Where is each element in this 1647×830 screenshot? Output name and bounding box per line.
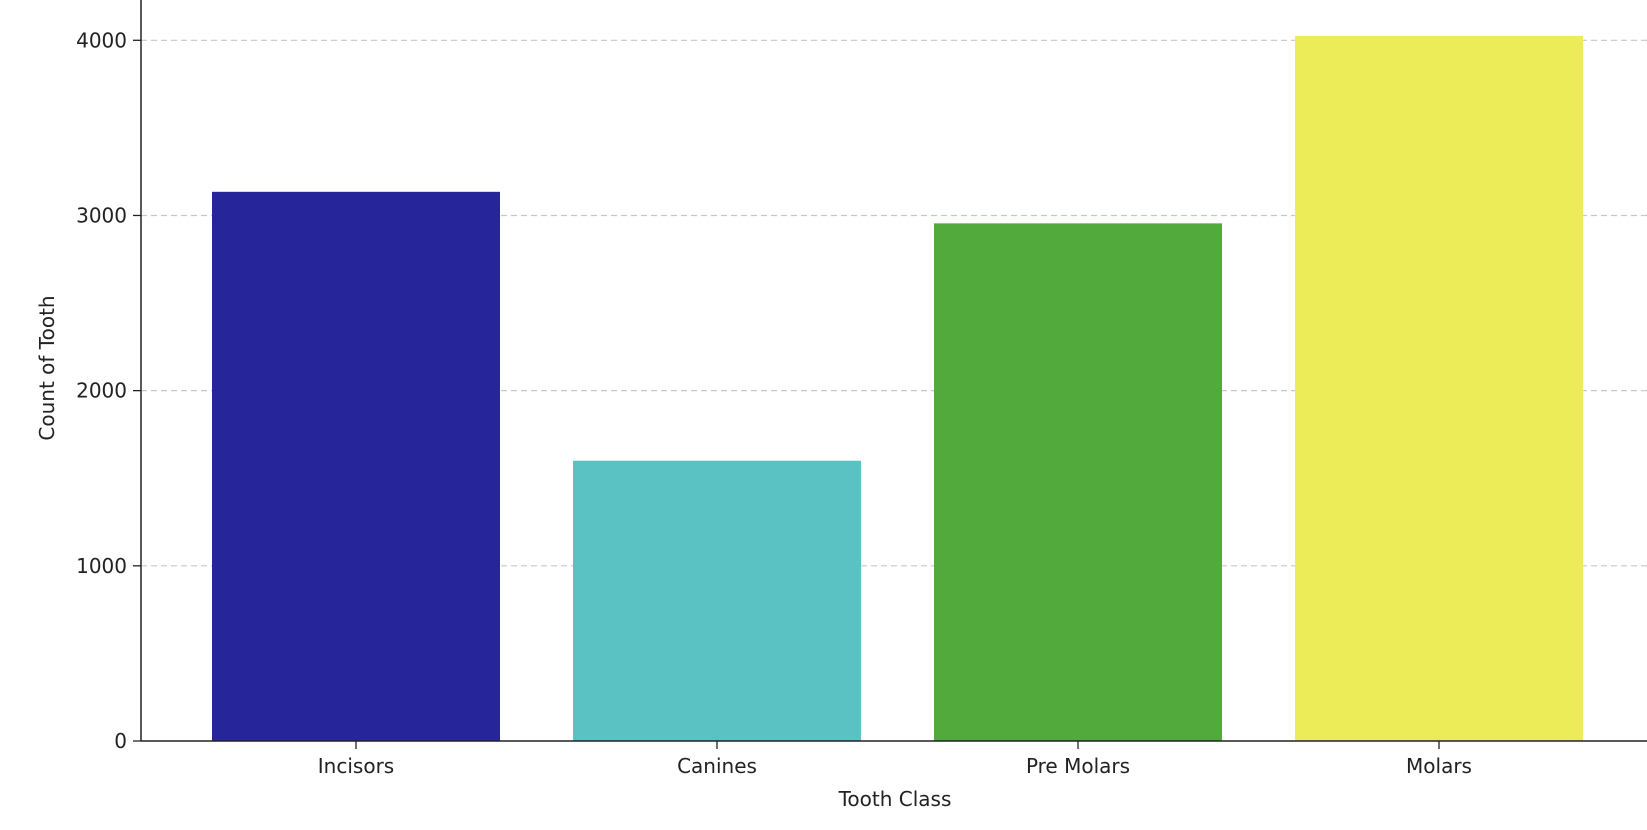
x-tick-label: Canines — [677, 754, 757, 778]
y-tick-label: 1000 — [76, 554, 127, 578]
bar-canines — [573, 460, 861, 741]
axes — [133, 0, 1647, 749]
y-tick-label: 0 — [114, 729, 127, 753]
y-tick-label: 2000 — [76, 379, 127, 403]
bar-incisors — [212, 191, 500, 741]
tick-labels: 0 1000 2000 3000 4000 Incisors Canines Pre Mola… — [76, 28, 1472, 778]
x-tick-label: Molars — [1406, 754, 1472, 778]
x-tick-label: Incisors — [318, 754, 394, 778]
y-tick-label: 3000 — [76, 203, 127, 227]
y-axis-title: Count of Tooth — [35, 295, 59, 440]
bar-molars — [1295, 35, 1583, 741]
y-tick-label: 4000 — [76, 28, 127, 52]
x-tick-label: Pre Molars — [1026, 754, 1130, 778]
bars — [212, 35, 1583, 741]
x-axis-title: Tooth Class — [838, 787, 952, 811]
bar-pre-molars — [934, 223, 1222, 741]
